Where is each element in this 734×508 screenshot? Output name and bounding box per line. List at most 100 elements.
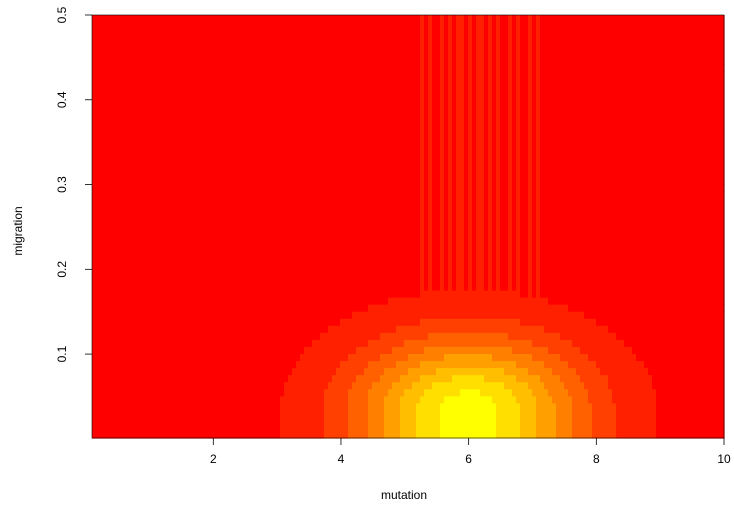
- heatmap-cell: [384, 85, 389, 94]
- heatmap-cell: [148, 297, 153, 305]
- heatmap-cell: [292, 78, 297, 87]
- heatmap-cell: [276, 85, 281, 94]
- heatmap-cell: [268, 240, 273, 249]
- heatmap-cell: [392, 36, 397, 44]
- heatmap-cell: [200, 99, 205, 108]
- heatmap-cell: [140, 318, 145, 326]
- heatmap-cell: [244, 212, 249, 221]
- heatmap-cell: [244, 198, 249, 206]
- heatmap-cell: [200, 170, 205, 178]
- heatmap-cell: [384, 50, 389, 58]
- heatmap-cell: [388, 29, 393, 37]
- heatmap-cell: [412, 311, 417, 319]
- heatmap-cell: [160, 346, 165, 354]
- heatmap-cell: [392, 367, 397, 376]
- heatmap-cell: [272, 395, 277, 404]
- heatmap-cell: [204, 92, 209, 101]
- heatmap-cell: [212, 99, 217, 108]
- heatmap-cell: [304, 205, 309, 213]
- heatmap-cell: [92, 71, 97, 80]
- heatmap-cell: [376, 226, 381, 235]
- heatmap-cell: [420, 29, 425, 37]
- heatmap-cell: [144, 57, 149, 65]
- heatmap-cell: [288, 381, 293, 390]
- heatmap-cell: [140, 388, 145, 397]
- heatmap-cell: [144, 360, 149, 369]
- heatmap-cell: [304, 148, 309, 157]
- heatmap-cell: [160, 170, 165, 178]
- heatmap-cell: [384, 36, 389, 44]
- heatmap-cell: [112, 170, 117, 178]
- heatmap-cell: [136, 219, 141, 228]
- heatmap-cell: [180, 177, 185, 185]
- heatmap-cell: [284, 346, 289, 354]
- heatmap-cell: [352, 205, 357, 213]
- heatmap-cell: [212, 148, 217, 157]
- heatmap-cell: [256, 205, 261, 213]
- heatmap-cell: [284, 233, 289, 242]
- heatmap-cell: [276, 402, 281, 411]
- heatmap-cell: [144, 205, 149, 213]
- heatmap-cell: [304, 198, 309, 206]
- heatmap-cell: [392, 226, 397, 235]
- heatmap-cell: [288, 64, 293, 72]
- heatmap-cell: [292, 64, 297, 72]
- heatmap-cell: [224, 15, 229, 23]
- heatmap-cell: [176, 233, 181, 242]
- heatmap-cell: [332, 282, 337, 291]
- heatmap-cell: [308, 261, 313, 270]
- heatmap-cell: [304, 113, 309, 122]
- heatmap-cell: [340, 416, 345, 425]
- heatmap-cell: [236, 99, 241, 108]
- heatmap-cell: [168, 163, 173, 171]
- heatmap-cell: [128, 106, 133, 115]
- heatmap-cell: [344, 254, 349, 263]
- heatmap-cell: [180, 184, 185, 192]
- heatmap-cell: [392, 282, 397, 291]
- heatmap-cell: [408, 374, 413, 383]
- heatmap-cell: [328, 353, 333, 362]
- heatmap-cell: [244, 339, 249, 347]
- heatmap-cell: [160, 184, 165, 192]
- heatmap-cell: [236, 219, 241, 228]
- heatmap-cell: [320, 353, 325, 362]
- heatmap-cell: [144, 78, 149, 87]
- heatmap-cell: [328, 205, 333, 213]
- heatmap-cell: [284, 430, 289, 439]
- heatmap-cell: [380, 177, 385, 185]
- heatmap-cell: [268, 71, 273, 80]
- heatmap-cell: [188, 148, 193, 157]
- heatmap-cell: [372, 22, 377, 30]
- heatmap-cell: [128, 205, 133, 213]
- heatmap-cell: [308, 304, 313, 312]
- heatmap-cell: [128, 374, 133, 383]
- heatmap-cell: [192, 170, 197, 178]
- heatmap-cell: [124, 163, 129, 171]
- heatmap-cell: [360, 120, 365, 129]
- heatmap-cell: [200, 184, 205, 192]
- heatmap-cell: [376, 15, 381, 23]
- heatmap-cell: [132, 367, 137, 376]
- heatmap-cell: [260, 261, 265, 270]
- heatmap-cell: [248, 240, 253, 249]
- heatmap-cell: [396, 275, 401, 284]
- heatmap-cell: [160, 332, 165, 340]
- heatmap-cell: [424, 360, 429, 369]
- heatmap-cell: [180, 325, 185, 333]
- heatmap-cell: [268, 423, 273, 432]
- heatmap-cell: [400, 184, 405, 192]
- heatmap-cell: [416, 99, 421, 108]
- heatmap-cell: [208, 409, 213, 418]
- heatmap-cell: [92, 64, 97, 72]
- heatmap-cell: [216, 219, 221, 228]
- heatmap-cell: [348, 353, 353, 362]
- heatmap-cell: [100, 240, 105, 249]
- heatmap-cell: [256, 219, 261, 228]
- heatmap-cell: [140, 233, 145, 242]
- heatmap-cell: [208, 134, 213, 143]
- heatmap-cell: [136, 289, 141, 298]
- heatmap-cell: [124, 22, 129, 30]
- heatmap-cell: [400, 113, 405, 122]
- heatmap-cell: [180, 388, 185, 397]
- heatmap-cell: [228, 170, 233, 178]
